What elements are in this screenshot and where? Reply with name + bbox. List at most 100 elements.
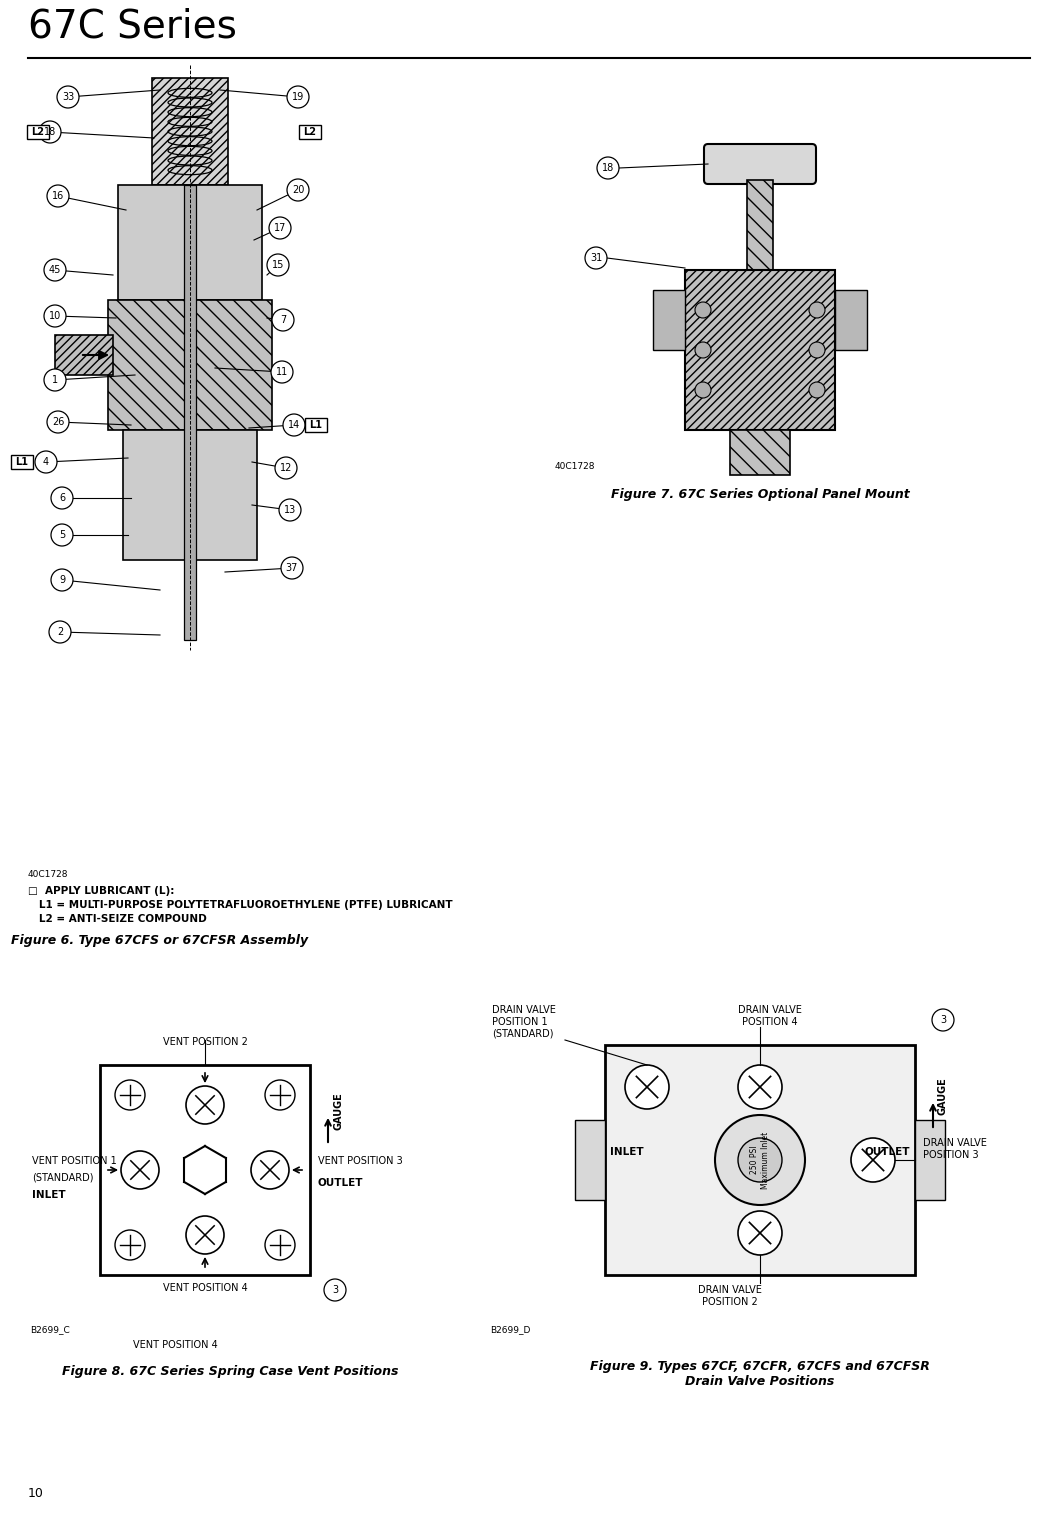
Text: VENT POSITION 4: VENT POSITION 4 xyxy=(163,1284,247,1293)
Text: L2 = ANTI-SEIZE COMPOUND: L2 = ANTI-SEIZE COMPOUND xyxy=(28,914,207,924)
Circle shape xyxy=(281,557,303,579)
Circle shape xyxy=(271,362,293,383)
Text: Figure 6. Type 67CFS or 67CFSR Assembly: Figure 6. Type 67CFS or 67CFSR Assembly xyxy=(12,934,309,946)
Text: 37: 37 xyxy=(286,564,298,573)
Circle shape xyxy=(851,1138,895,1182)
Circle shape xyxy=(809,381,825,398)
Text: GAUGE: GAUGE xyxy=(937,1077,948,1115)
Circle shape xyxy=(715,1115,805,1205)
Circle shape xyxy=(57,87,79,108)
Text: 6: 6 xyxy=(59,494,65,503)
Bar xyxy=(55,336,114,375)
FancyBboxPatch shape xyxy=(704,144,816,184)
Text: 13: 13 xyxy=(284,504,296,515)
Circle shape xyxy=(287,87,309,108)
Text: L1: L1 xyxy=(16,457,28,466)
Text: POSITION 2: POSITION 2 xyxy=(702,1297,758,1306)
Circle shape xyxy=(272,308,294,331)
Text: DRAIN VALVE: DRAIN VALVE xyxy=(923,1138,987,1148)
Bar xyxy=(653,290,685,349)
Text: VENT POSITION 1: VENT POSITION 1 xyxy=(32,1156,117,1167)
Text: 26: 26 xyxy=(51,418,64,427)
Text: 4: 4 xyxy=(43,457,49,466)
Bar xyxy=(305,418,327,431)
Circle shape xyxy=(44,305,66,327)
Text: 67C Series: 67C Series xyxy=(28,8,236,46)
Circle shape xyxy=(695,342,710,358)
Text: 14: 14 xyxy=(288,419,301,430)
Text: 31: 31 xyxy=(590,254,602,263)
Circle shape xyxy=(287,179,309,201)
Circle shape xyxy=(115,1230,145,1259)
Text: VENT POSITION 2: VENT POSITION 2 xyxy=(163,1037,247,1047)
Circle shape xyxy=(279,500,301,521)
Text: 1: 1 xyxy=(51,375,58,384)
Text: 16: 16 xyxy=(51,191,64,201)
Text: 11: 11 xyxy=(275,368,288,377)
Text: 45: 45 xyxy=(48,264,61,275)
Circle shape xyxy=(275,457,297,478)
Circle shape xyxy=(738,1065,782,1109)
Circle shape xyxy=(265,1230,295,1259)
Text: POSITION 3: POSITION 3 xyxy=(923,1150,978,1161)
Text: 15: 15 xyxy=(272,260,284,270)
Text: (STANDARD): (STANDARD) xyxy=(492,1028,554,1039)
Text: 10: 10 xyxy=(28,1487,44,1499)
Bar xyxy=(11,456,33,469)
Bar xyxy=(118,185,262,299)
Bar xyxy=(915,1120,945,1200)
Circle shape xyxy=(51,524,73,545)
Circle shape xyxy=(49,621,71,643)
Circle shape xyxy=(597,156,619,179)
Circle shape xyxy=(51,570,73,591)
Text: 33: 33 xyxy=(62,93,75,102)
Bar xyxy=(108,299,272,430)
Text: Figure 7. 67C Series Optional Panel Mount: Figure 7. 67C Series Optional Panel Moun… xyxy=(611,488,909,501)
Circle shape xyxy=(51,488,73,509)
Text: 7: 7 xyxy=(280,314,286,325)
Text: 40C1728: 40C1728 xyxy=(555,462,596,471)
Text: DRAIN VALVE: DRAIN VALVE xyxy=(698,1285,762,1296)
Circle shape xyxy=(695,302,710,317)
Text: 9: 9 xyxy=(59,576,65,585)
Circle shape xyxy=(265,1080,295,1110)
Circle shape xyxy=(809,342,825,358)
Text: B2699_C: B2699_C xyxy=(30,1325,69,1334)
Bar xyxy=(747,179,772,270)
Text: VENT POSITION 3: VENT POSITION 3 xyxy=(318,1156,403,1167)
Text: L2: L2 xyxy=(32,128,44,137)
Bar xyxy=(184,185,195,639)
Circle shape xyxy=(44,260,66,281)
Circle shape xyxy=(44,369,66,390)
Circle shape xyxy=(809,302,825,317)
Circle shape xyxy=(121,1151,159,1189)
Text: OUTLET: OUTLET xyxy=(318,1179,364,1188)
Text: L1: L1 xyxy=(309,419,323,430)
Bar xyxy=(685,270,834,430)
Bar xyxy=(27,125,49,140)
Bar xyxy=(123,430,257,561)
Circle shape xyxy=(695,381,710,398)
Circle shape xyxy=(932,1009,954,1031)
Circle shape xyxy=(738,1138,782,1182)
Circle shape xyxy=(35,451,57,472)
Bar xyxy=(100,1065,310,1274)
Text: INLET: INLET xyxy=(610,1147,643,1157)
Text: 40C1728: 40C1728 xyxy=(28,870,68,880)
Circle shape xyxy=(585,248,607,269)
Circle shape xyxy=(47,185,69,207)
Text: GAUGE: GAUGE xyxy=(333,1092,343,1130)
Circle shape xyxy=(115,1080,145,1110)
Bar xyxy=(605,1045,915,1274)
Text: Figure 8. 67C Series Spring Case Vent Positions: Figure 8. 67C Series Spring Case Vent Po… xyxy=(62,1366,398,1378)
Text: 5: 5 xyxy=(59,530,65,539)
Text: L1 = MULTI-PURPOSE POLYTETRAFLUOROETHYLENE (PTFE) LUBRICANT: L1 = MULTI-PURPOSE POLYTETRAFLUOROETHYLE… xyxy=(28,899,453,910)
Text: POSITION 4: POSITION 4 xyxy=(742,1018,798,1027)
Text: VENT POSITION 4: VENT POSITION 4 xyxy=(132,1340,218,1350)
Text: 10: 10 xyxy=(49,311,61,321)
Text: L2: L2 xyxy=(304,128,316,137)
Bar xyxy=(834,290,867,349)
Circle shape xyxy=(251,1151,289,1189)
Text: POSITION 1: POSITION 1 xyxy=(492,1018,548,1027)
Text: 17: 17 xyxy=(274,223,286,232)
